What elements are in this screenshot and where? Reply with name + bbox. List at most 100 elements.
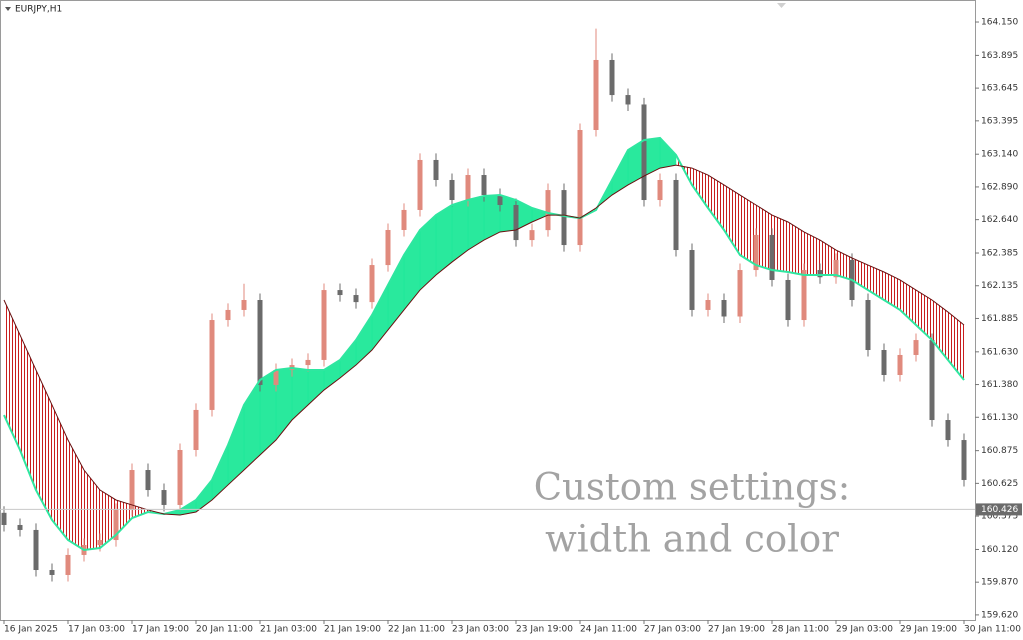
cloud-down [132,504,148,519]
cloud-down [36,370,52,521]
candle-body [177,449,183,505]
y-tick-label: 163.140 [981,150,1018,160]
candle-body [257,300,263,385]
axes: 164.150 163.895 163.645 163.395 163.140 162.8… [0,18,1022,635]
candle-body [97,540,103,546]
candle-body [225,309,231,321]
candle-body [193,409,199,450]
candle-body [129,470,135,510]
cloud-down [52,404,68,541]
cloud-down [20,334,36,491]
cloud-down [804,231,820,276]
cloud-down [820,240,836,276]
cloud-down [788,222,804,276]
candle-body [369,265,375,303]
candle-body [609,59,615,96]
y-tick-label: 163.645 [981,84,1018,94]
ma-lines [3,136,965,552]
candle-body [145,470,151,491]
annotation: width and color [545,518,839,561]
y-tick-label: 161.630 [981,347,1018,357]
candle-body [865,300,871,351]
y-tick-label: 161.885 [981,314,1018,324]
y-tick-label: 160.875 [981,446,1018,456]
annotation: Custom settings: [534,466,851,509]
candle-body [433,159,439,180]
candle-body [961,440,967,480]
y-tick-label: 162.890 [981,182,1018,192]
y-tick-label: 163.895 [981,51,1018,61]
y-tick-label: 160.375 [981,512,1018,522]
candle-body [33,529,39,571]
x-tick-label: 28 Jan 11:00 [772,625,829,635]
candle-body [897,354,903,375]
cloud-down [948,312,964,380]
y-tick-label: 164.150 [981,18,1018,28]
ma-line [3,164,965,516]
candle-body [945,420,951,441]
candle-body [273,370,279,385]
cloud-down [740,195,756,266]
candle-body [545,190,551,231]
candle-body [561,190,567,246]
candle-body [449,179,455,201]
y-tick-label: 162.135 [981,281,1018,291]
y-tick-label: 160.625 [981,479,1018,489]
y-tick-label: 161.380 [981,380,1018,390]
candle-body [913,340,919,355]
candles [1,28,967,582]
last-price-box [976,503,1022,516]
candle-body [673,179,679,251]
cloud-down [100,490,116,549]
candle-body [385,229,391,266]
candle-body [17,524,23,530]
cloud-down [4,300,20,450]
candle-body [657,179,663,201]
candle-body [625,95,631,105]
cloud-down [884,271,900,310]
candle-body [353,295,359,303]
cloud [4,137,964,550]
cloud-down [900,279,916,326]
candle-body [65,554,71,575]
x-tick-label: 27 Jan 03:00 [644,625,701,635]
x-tick-label: 21 Jan 03:00 [260,625,317,635]
last-price-label: 160.426 [981,505,1018,515]
y-tick-label: 163.395 [981,116,1018,126]
x-tick-label: 27 Jan 19:00 [708,625,765,635]
plot-frame [0,0,976,621]
candle-body [113,509,119,541]
candle-body [593,59,599,130]
candle-body [465,175,471,201]
candle-body [417,159,423,210]
candle-body [817,270,823,278]
x-tick-label: 29 Jan 19:00 [900,625,957,635]
x-tick-label: 20 Jan 11:00 [196,625,253,635]
candle-body [337,290,343,296]
cloud-down [708,175,724,230]
cloud-down [692,168,708,208]
candle-body [321,290,327,360]
y-tick-label: 159.870 [981,578,1018,588]
cloud-down [772,215,788,272]
candle-body [481,175,487,196]
candle-body [577,129,583,246]
chart-title: EURJPY,H1 [15,5,62,15]
candle-body [753,234,759,271]
x-tick-label: 29 Jan 03:00 [836,625,893,635]
shift-marker [777,3,786,8]
candle-body [529,230,535,241]
symbol-menu-icon[interactable] [5,7,11,11]
candle-body [881,350,887,375]
x-tick-label: 17 Jan 19:00 [132,625,189,635]
candle-body [1,512,7,525]
candle-body [241,300,247,310]
candle-body [641,104,647,201]
candle-body [401,209,407,230]
cloud-down [868,265,884,301]
candle-body [785,279,791,321]
y-tick-label: 162.640 [981,215,1018,225]
candle-body [49,570,55,575]
cloud-down [724,184,740,255]
